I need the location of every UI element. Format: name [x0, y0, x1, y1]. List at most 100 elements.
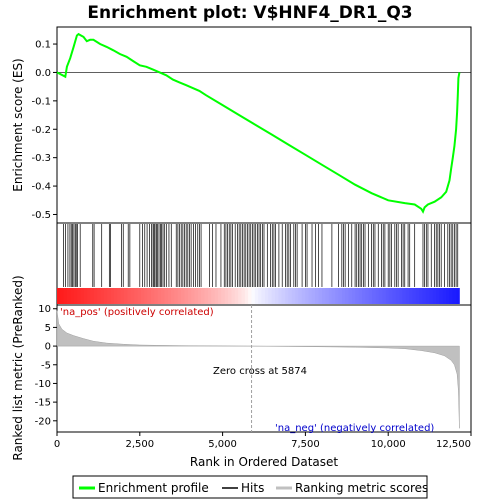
rank-color-cell — [425, 288, 430, 304]
rank-color-cell — [409, 288, 413, 304]
metric-y-tick-label: 0 — [45, 342, 51, 353]
legend-label-hits: Hits — [241, 481, 264, 495]
rank-color-cell — [160, 288, 165, 304]
rank-color-cell — [318, 288, 323, 304]
metric-y-tick-label: 10 — [38, 304, 51, 315]
rank-color-cell — [150, 288, 155, 304]
rank-color-cell — [422, 288, 427, 304]
rank-color-cell — [107, 288, 112, 304]
metric-x-axis-label: Rank in Ordered Dataset — [190, 455, 338, 469]
rank-color-cell — [234, 288, 239, 304]
es-y-tick-label: 0.1 — [35, 40, 51, 51]
rank-color-cell — [63, 288, 68, 304]
es-y-axis: 0.1 0.0 -0.1 -0.2 -0.3 -0.4 -0.5 — [31, 40, 57, 221]
metric-x-tick-label: 2,500 — [125, 439, 154, 450]
rank-color-cell — [352, 288, 356, 304]
chart-title: Enrichment plot: V$HNF4_DR1_Q3 — [87, 3, 412, 23]
rank-color-cell — [103, 288, 108, 304]
rank-color-cell — [325, 288, 330, 304]
rank-color-cell — [127, 288, 132, 304]
rank-color-cell — [174, 288, 179, 304]
es-y-tick-label: 0.0 — [35, 68, 51, 79]
rank-color-cell — [311, 288, 316, 304]
rank-color-cell — [429, 288, 433, 304]
legend-frame — [72, 475, 428, 499]
legend-label-metric: Ranking metric scores — [295, 481, 428, 495]
rank-color-cell — [385, 288, 390, 304]
rank-color-cell — [70, 288, 75, 304]
rank-color-cell — [291, 288, 296, 304]
rank-color-cell — [241, 288, 246, 304]
rank-color-cell — [442, 288, 447, 304]
rank-color-cell — [194, 288, 199, 304]
hits-barcode — [63, 224, 459, 287]
rank-color-cell — [278, 288, 283, 304]
es-panel-frame — [56, 26, 472, 224]
rank-color-cell — [184, 288, 189, 304]
rank-color-cell — [228, 288, 232, 304]
es-y-tick-label: -0.5 — [31, 210, 51, 221]
metric-x-axis: 0 2,500 5,000 7,500 10,000 12,500 — [54, 432, 472, 450]
rank-color-cell — [181, 288, 185, 304]
rank-color-cell — [308, 288, 313, 304]
rank-color-cell — [238, 288, 242, 304]
rank-color-cell — [382, 288, 387, 304]
rank-color-cell — [110, 288, 115, 304]
rank-color-cell — [405, 288, 410, 304]
rank-color-cell — [117, 288, 122, 304]
es-y-tick-label: -0.3 — [31, 153, 51, 164]
rank-color-cell — [258, 288, 262, 304]
neg-annotation: 'na_neg' (negatively correlated) — [275, 423, 434, 434]
metric-y-axis: 10 5 0 -5 -10 -15 -20 — [35, 304, 57, 427]
rank-color-cell — [288, 288, 293, 304]
ranking-metric-area — [56, 310, 460, 429]
rank-color-cell — [271, 288, 276, 304]
metric-x-tick-label: 10,000 — [371, 439, 406, 450]
rank-color-cell — [100, 288, 105, 304]
rank-color-cell — [231, 288, 236, 304]
rank-color-cell — [372, 288, 376, 304]
metric-y-tick-label: -5 — [41, 360, 51, 371]
hits-panel — [56, 222, 472, 306]
rank-color-cell — [204, 288, 209, 304]
metric-x-tick-label: 12,500 — [436, 439, 471, 450]
rank-color-cell — [345, 288, 350, 304]
rank-color-cell — [154, 288, 159, 304]
rank-color-cell — [435, 288, 440, 304]
rank-color-cell — [171, 288, 175, 304]
pos-annotation: 'na_pos' (positively correlated) — [60, 307, 214, 318]
rank-color-cell — [93, 288, 98, 304]
rank-color-cell — [348, 288, 353, 304]
rank-color-cell — [244, 288, 249, 304]
metric-x-tick-label: 0 — [54, 439, 60, 450]
rank-color-cell — [83, 288, 88, 304]
rank-color-cell — [187, 288, 192, 304]
rank-color-cell — [191, 288, 195, 304]
legend: Enrichment profile Hits Ranking metric s… — [72, 475, 428, 499]
rank-color-cell — [251, 288, 256, 304]
rank-color-cell — [80, 288, 85, 304]
metric-y-tick-label: -20 — [35, 416, 51, 427]
rank-color-cell — [268, 288, 273, 304]
rank-color-cell — [445, 288, 450, 304]
rank-color-cell — [67, 288, 71, 304]
es-y-tick-label: -0.2 — [31, 125, 51, 136]
rank-color-cell — [342, 288, 346, 304]
rank-color-cell — [399, 288, 403, 304]
rank-color-cell — [274, 288, 279, 304]
rank-color-cell — [452, 288, 457, 304]
rank-color-cell — [295, 288, 299, 304]
rank-color-cell — [261, 288, 266, 304]
rank-color-cell — [97, 288, 101, 304]
rank-color-cell — [321, 288, 326, 304]
es-profile-line — [56, 32, 461, 214]
rank-color-cell — [197, 288, 202, 304]
rank-color-cell — [365, 288, 370, 304]
es-y-tick-label: -0.4 — [31, 182, 51, 193]
metric-x-tick-label: 7,500 — [291, 439, 320, 450]
rank-color-cell — [137, 288, 142, 304]
rank-color-cell — [335, 288, 340, 304]
metric-panel-frame — [56, 304, 472, 433]
rank-color-cell — [140, 288, 145, 304]
rank-color-cell — [388, 288, 393, 304]
